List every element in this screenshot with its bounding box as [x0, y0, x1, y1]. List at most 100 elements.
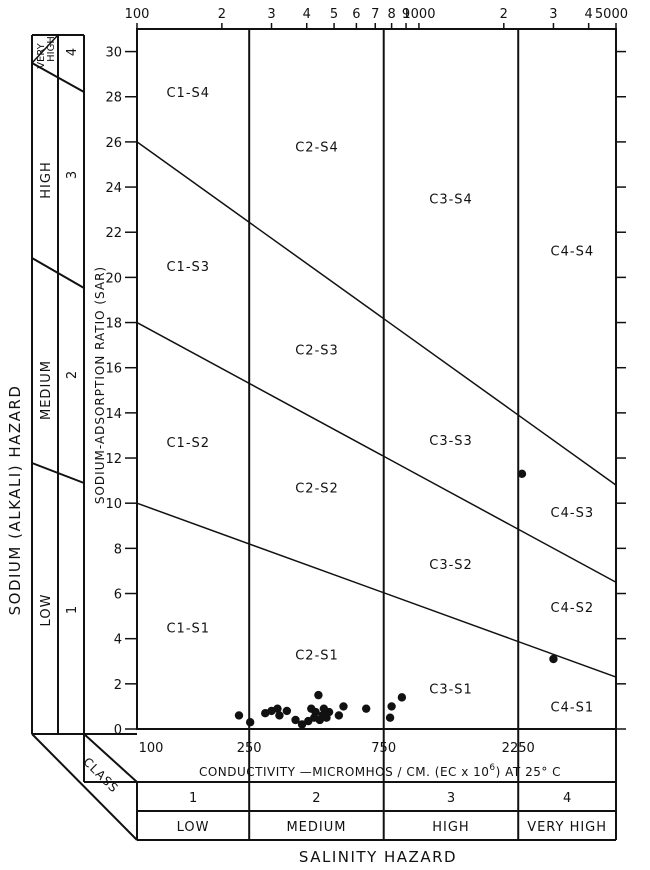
- y-tick-label-0: 0: [114, 723, 122, 738]
- salinity-level-1: LOW: [177, 820, 210, 835]
- top-tick-label-400: 4: [303, 7, 311, 22]
- sodium-boundary-lines: [136, 141, 617, 678]
- salinity-class-1: 1: [189, 791, 197, 806]
- top-tick-label-1000: 1000: [402, 7, 435, 22]
- sodium-class-2: 2: [65, 371, 80, 379]
- bottom-tick-label-250: 250: [237, 741, 262, 756]
- data-point-7: [282, 706, 292, 716]
- top-tick-label-500: 5: [330, 7, 338, 22]
- salinity-class-4: 4: [563, 791, 571, 806]
- y-tick-label-10: 10: [105, 497, 122, 512]
- sodium-boundary-medium-high: [31, 257, 85, 289]
- salinity-hazard-title: SALINITY HAZARD: [299, 848, 457, 866]
- x-axis-label: CONDUCTIVITY —MICROMHOS / CM. (EC x 106)…: [199, 763, 561, 779]
- top-tick-label-5000: 5000: [595, 7, 628, 22]
- data-point-25: [397, 693, 407, 702]
- sodium-level-veryhigh-line1: VERY: [36, 42, 47, 68]
- zone-label-c2-s2: C2-S2: [295, 481, 339, 496]
- y-tick-label-2: 2: [114, 678, 122, 693]
- data-point-9: [297, 720, 307, 729]
- data-point-22: [361, 704, 371, 713]
- top-tick-label-900: 9: [402, 7, 410, 22]
- y-tick-label-28: 28: [105, 91, 122, 106]
- y-tick-label-26: 26: [105, 136, 122, 151]
- sodium-level-medium: MEDIUM: [39, 360, 54, 420]
- salinity-hazard-panel: CLASS CONDUCTIVITY —MICROMHOS / CM. (EC …: [31, 729, 617, 866]
- zone-label-c3-s2: C3-S2: [429, 558, 473, 573]
- data-point-23: [385, 713, 395, 722]
- top-tick-label-100: 100: [125, 7, 150, 22]
- y-tick-label-6: 6: [114, 588, 122, 603]
- corner-diagonal-outer: [31, 733, 138, 841]
- salinity-class-2: 2: [312, 791, 320, 806]
- salinity-level-2: MEDIUM: [286, 820, 346, 835]
- bottom-tick-label-100: 100: [139, 741, 164, 756]
- data-point-6: [275, 711, 284, 720]
- top-tick-label-700: 7: [371, 7, 379, 22]
- plot-frame: [136, 28, 617, 730]
- salinity-class-row: 1 LOW 2 MEDIUM 3 HIGH 4 VERY HIGH: [177, 791, 607, 835]
- data-point-5: [273, 704, 282, 713]
- y-tick-label-8: 8: [114, 542, 122, 557]
- sodium-line-s3-s4: [136, 141, 617, 486]
- top-tick-label-4000: 4: [585, 7, 593, 22]
- y-tick-label-18: 18: [105, 317, 122, 332]
- data-points: [234, 469, 558, 729]
- data-point-2: [245, 718, 255, 727]
- y-axis-label: SODIUM-ADSORPTION RATIO (SAR): [93, 266, 107, 504]
- sodium-boundary-high-veryhigh: [31, 62, 85, 93]
- data-point-27: [549, 654, 558, 664]
- salinity-level-3: HIGH: [432, 820, 469, 835]
- y-tick-label-24: 24: [105, 181, 122, 196]
- zone-label-c1-s4: C1-S4: [166, 86, 210, 101]
- y-tick-label-16: 16: [105, 362, 122, 377]
- top-tick-label-800: 8: [387, 7, 395, 22]
- top-tick-label-3000: 3: [549, 7, 557, 22]
- zone-label-c4-s2: C4-S2: [551, 601, 595, 616]
- x-axis-bottom: 100 250 750 2250: [139, 741, 535, 756]
- data-point-26: [517, 469, 527, 479]
- sodium-level-veryhigh-line2: HIGH: [46, 36, 57, 62]
- data-point-21: [339, 702, 348, 711]
- y-tick-label-4: 4: [114, 633, 122, 648]
- sodium-class-3: 3: [65, 171, 80, 179]
- zone-label-c4-s3: C4-S3: [551, 506, 595, 521]
- sodium-line-s2-s3: [136, 321, 617, 583]
- data-point-13: [311, 707, 320, 717]
- zone-label-c2-s4: C2-S4: [295, 140, 339, 155]
- zone-label-c3-s1: C3-S1: [429, 682, 473, 697]
- data-point-8: [291, 715, 300, 725]
- corner-diagonal-inner: [83, 733, 138, 783]
- right-axis-ticks: [616, 50, 626, 730]
- top-tick-label-2000: 2: [500, 7, 508, 22]
- data-point-14: [314, 690, 323, 700]
- top-tick-label-600: 6: [352, 7, 360, 22]
- salinity-level-4: VERY HIGH: [527, 820, 607, 835]
- salinity-boundary-lines: [248, 29, 520, 840]
- sodium-veryhigh-diagonal: [31, 34, 59, 64]
- zone-label-c2-s1: C2-S1: [295, 648, 339, 663]
- sodium-class-1: 1: [65, 606, 80, 614]
- sodium-hazard-title: SODIUM (ALKALI) HAZARD: [6, 385, 24, 616]
- zone-label-c4-s4: C4-S4: [551, 244, 595, 259]
- y-tick-label-20: 20: [105, 271, 122, 286]
- zone-label-c1-s3: C1-S3: [166, 260, 210, 275]
- sodium-line-s1-s2: [136, 502, 617, 678]
- zone-label-c1-s2: C1-S2: [166, 436, 210, 451]
- data-point-20: [334, 711, 344, 720]
- sodium-boundary-low-medium: [31, 462, 85, 484]
- y-tick-label-30: 30: [105, 46, 122, 61]
- zone-label-c3-s3: C3-S3: [429, 434, 473, 449]
- zone-label-c3-s4: C3-S4: [429, 192, 473, 207]
- bottom-tick-label-750: 750: [371, 741, 396, 756]
- salinity-class-3: 3: [447, 791, 455, 806]
- top-tick-label-200: 2: [218, 7, 226, 22]
- sodium-level-high: HIGH: [39, 161, 54, 198]
- sodium-level-low: LOW: [39, 594, 54, 627]
- data-point-1: [234, 711, 244, 720]
- zone-labels: C1-S4 C1-S3 C1-S2 C1-S1 C2-S4 C2-S3 C2-S2 C2-S1…: [166, 86, 595, 715]
